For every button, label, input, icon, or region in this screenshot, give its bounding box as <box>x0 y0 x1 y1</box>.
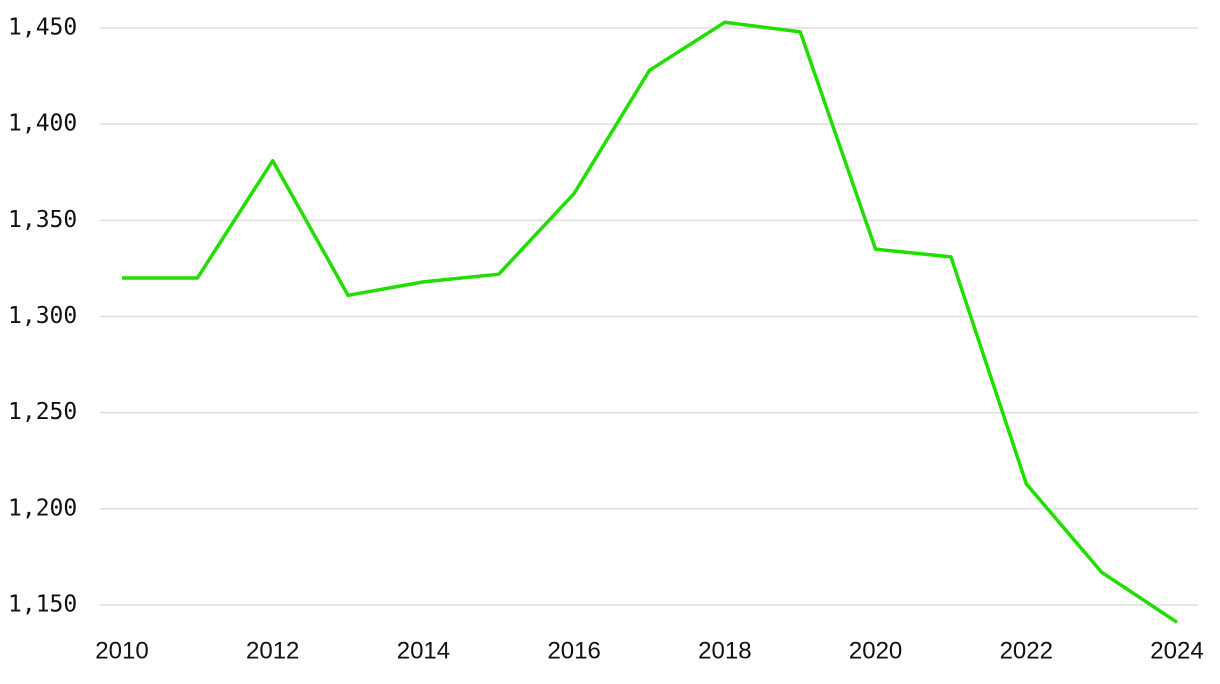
x-tick-label: 2016 <box>547 637 600 664</box>
x-tick-label: 2020 <box>849 637 902 664</box>
y-tick-label: 1,200 <box>8 495 77 521</box>
y-tick-label: 1,250 <box>8 399 77 425</box>
x-tick-label: 2018 <box>698 637 751 664</box>
x-tick-label: 2024 <box>1150 637 1203 664</box>
y-tick-label: 1,450 <box>8 15 77 41</box>
data-line <box>122 20 1178 624</box>
x-tick-label: 2014 <box>397 637 450 664</box>
y-tick-label: 1,300 <box>8 303 77 329</box>
y-tick-label: 1,350 <box>8 207 77 233</box>
y-tick-label: 1,150 <box>8 591 77 617</box>
y-tick-label: 1,400 <box>8 111 77 137</box>
x-tick-label: 2010 <box>95 637 148 664</box>
x-tick-label: 2022 <box>1000 637 1053 664</box>
x-tick-label: 2012 <box>246 637 299 664</box>
